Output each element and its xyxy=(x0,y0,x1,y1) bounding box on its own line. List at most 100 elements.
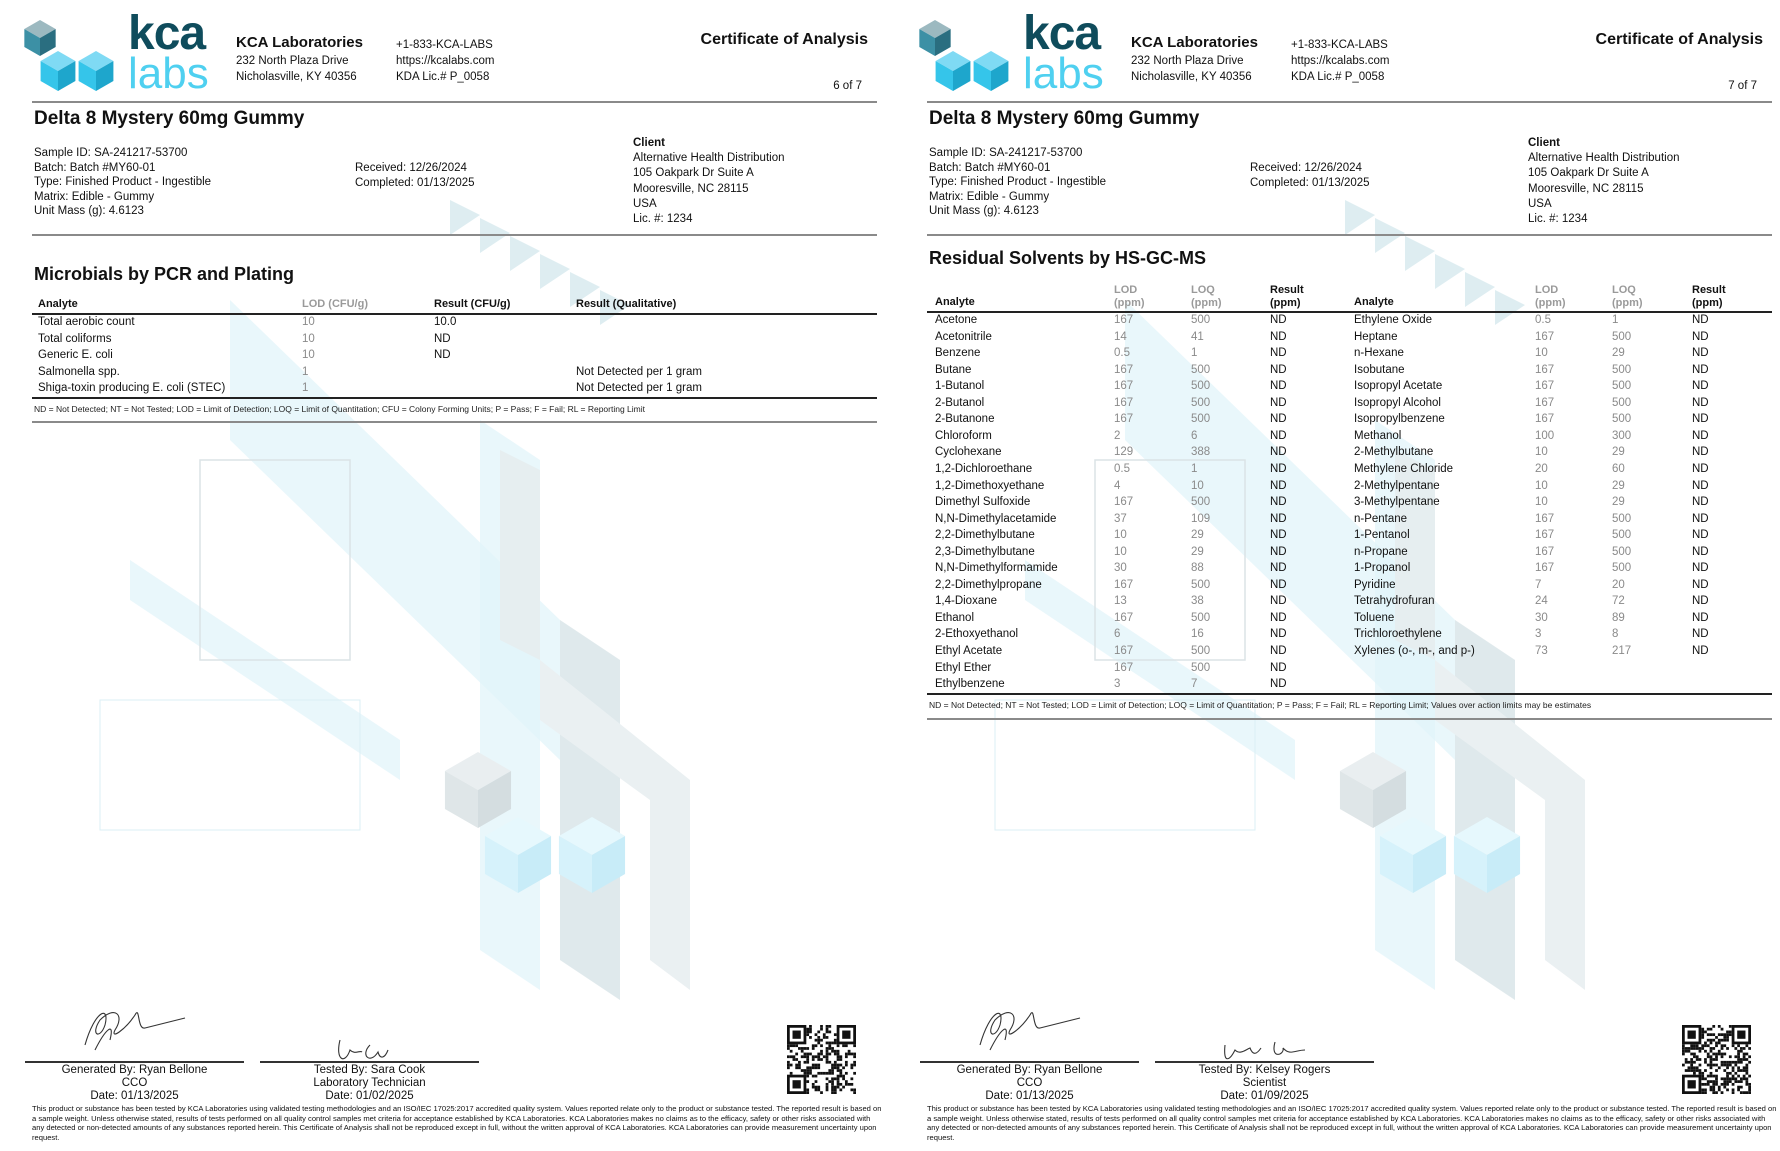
product-name: Delta 8 Mystery 60mg Gummy xyxy=(34,108,305,129)
table-row: 1-Pentanol 167 500 ND xyxy=(895,529,1709,545)
column-header-line: (ppm) xyxy=(1270,297,1301,309)
table-cell: 10 xyxy=(1114,545,1127,558)
qr-code[interactable] xyxy=(787,1025,856,1094)
table-cell: ND xyxy=(1692,446,1709,459)
table-cell: Ethanol xyxy=(935,611,975,624)
table-cell: 89 xyxy=(1612,611,1625,624)
table-cell: 500 xyxy=(1612,363,1632,376)
client-info-line: USA xyxy=(1528,197,1552,210)
table-cell: Benzene xyxy=(935,347,981,360)
table-cell: ND xyxy=(1270,595,1287,608)
table-cell: 1-Pentanol xyxy=(1354,529,1410,542)
table-cell: 30 xyxy=(1114,562,1127,575)
table-cell: 167 xyxy=(1114,578,1134,591)
column-header-line: Analyte xyxy=(1354,296,1394,308)
table-cell: 2,2-Dimethylpropane xyxy=(935,578,1042,591)
table-cell: 167 xyxy=(1535,413,1555,426)
column-header: Result (Qualitative) xyxy=(576,298,677,310)
column-header: LOD (ppm) xyxy=(1535,284,1566,310)
lab-website: https://kcalabs.com xyxy=(1291,55,1390,67)
table-cell: ND xyxy=(1692,611,1709,624)
table-row: Salmonella spp. 1 Not Detected per 1 gram xyxy=(0,366,890,382)
table-cell: 16 xyxy=(1191,628,1204,641)
received-date: Received: 12/26/2024 xyxy=(1250,162,1362,174)
table-row: Heptane 167 500 ND xyxy=(895,331,1709,347)
column-header-line: Result xyxy=(1692,284,1726,296)
logo-text-labs: labs xyxy=(1023,49,1104,98)
signature-date: Date: 01/13/2025 xyxy=(985,1090,1074,1102)
table-cell: 167 xyxy=(1114,413,1134,426)
table-row: Shiga-toxin producing E. coli (STEC) 1 Not… xyxy=(0,382,890,398)
signature-date: Date: 01/13/2025 xyxy=(90,1090,179,1102)
table-cell: ND xyxy=(1692,562,1709,575)
table-cell: Chloroform xyxy=(935,429,992,442)
table-cell: 167 xyxy=(1535,363,1555,376)
table-cell: 500 xyxy=(1612,413,1632,426)
column-header: Result (CFU/g) xyxy=(434,298,511,310)
column-header-line: (ppm) xyxy=(1114,297,1145,309)
received-date: Received: 12/26/2024 xyxy=(355,162,467,174)
table-cell: 10 xyxy=(1535,446,1548,459)
table-cell: 10 xyxy=(302,332,315,345)
qr-code[interactable] xyxy=(1682,1025,1751,1094)
table-row: 2-Methylbutane 10 29 ND xyxy=(895,446,1709,462)
table-row: N,N-Dimethylformamide 30 88 ND xyxy=(895,562,1340,578)
table-row: 3-Methylpentane 10 29 ND xyxy=(895,496,1709,512)
column-header: Analyte xyxy=(935,296,975,309)
table-cell: ND xyxy=(1270,479,1287,492)
table-cell: ND xyxy=(1692,396,1709,409)
table-cell: Pyridine xyxy=(1354,578,1396,591)
column-header-line: LOQ xyxy=(1612,284,1636,296)
coa-page-2: kca labs KCA Laboratories 232 North Plaza D… xyxy=(895,0,1780,1151)
table-row: Methylene Chloride 20 60 ND xyxy=(895,463,1709,479)
coa-page-1: kca labs KCA Laboratories 232 North Plaza D… xyxy=(0,10,890,1142)
table-cell: ND xyxy=(1692,314,1709,326)
table-cell: 167 xyxy=(1535,562,1555,575)
table-cell: 167 xyxy=(1535,529,1555,542)
info-divider xyxy=(32,234,877,236)
table-row: 1-Propanol 167 500 ND xyxy=(895,562,1709,578)
client-label: Client xyxy=(1528,137,1560,149)
table-cell: 13 xyxy=(1114,595,1127,608)
table-row: Cyclohexane 129 388 ND xyxy=(895,446,1340,462)
table-cell: ND xyxy=(1692,512,1709,525)
background-pattern xyxy=(994,200,1585,1000)
table-cell: 10 xyxy=(302,316,315,328)
table-cell: 73 xyxy=(1535,645,1548,657)
table-cell: 10 xyxy=(1535,347,1548,360)
table-cell: 72 xyxy=(1612,595,1625,608)
table-row: Isopropylbenzene 167 500 ND xyxy=(895,413,1709,429)
table-cell: ND xyxy=(434,349,451,362)
table-cell: 167 xyxy=(1535,545,1555,558)
signature-image xyxy=(979,1012,1081,1051)
client-info-line: Alternative Health Distribution xyxy=(633,152,785,164)
table-row: 1,2-Dimethoxyethane 4 10 ND xyxy=(895,480,1340,496)
table-cell: 41 xyxy=(1191,330,1204,343)
column-header-line: (ppm) xyxy=(1535,297,1566,309)
table-cell: Ethylbenzene xyxy=(935,678,1005,691)
table-row: N,N-Dimethylacetamide 37 109 ND xyxy=(895,513,1340,529)
table-row: n-Propane 167 500 ND xyxy=(895,546,1709,562)
table-cell: Trichloroethylene xyxy=(1354,628,1442,641)
table-cell: 7 xyxy=(1535,578,1542,591)
table-footnote: ND = Not Detected; NT = Not Tested; LOD … xyxy=(34,404,645,414)
table-cell: 29 xyxy=(1612,479,1625,492)
table-cell: 2 xyxy=(1114,429,1121,442)
table-cell: 500 xyxy=(1191,578,1211,591)
table-row: Acetonitrile 14 41 ND xyxy=(895,331,1340,347)
lab-address-line2: Nicholasville, KY 40356 xyxy=(1131,71,1252,83)
table-cell: ND xyxy=(1692,595,1709,608)
sample-info-line: Type: Finished Product - Ingestible xyxy=(34,176,212,189)
table-row: Acetone 167 500 ND xyxy=(895,314,1340,330)
table-cell: Isopropyl Alcohol xyxy=(1354,396,1441,409)
table-cell: 167 xyxy=(1114,314,1134,326)
table-cell: 10 xyxy=(1191,479,1204,492)
table-row: Isopropyl Acetate 167 500 ND xyxy=(895,380,1709,396)
signature-image xyxy=(338,1039,389,1060)
table-cell: Toluene xyxy=(1354,611,1395,624)
table-row: Ethyl Acetate 167 500 ND xyxy=(895,645,1340,661)
table-cell: ND xyxy=(1270,330,1287,343)
table-cell: 388 xyxy=(1191,446,1211,459)
table-row: Ethyl Ether 167 500 ND xyxy=(895,662,1340,678)
table-cell: ND xyxy=(1270,562,1287,575)
